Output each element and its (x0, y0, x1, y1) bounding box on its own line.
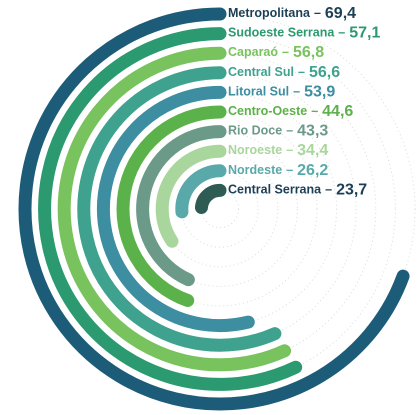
arc-bar (194, 183, 227, 214)
category-name: Centro-Oeste (228, 104, 307, 118)
category-name: Metropolitana (228, 6, 311, 20)
bar-label: Metropolitana –69,4 (228, 5, 356, 22)
value-label: 23,7 (336, 182, 367, 199)
separator: – (282, 45, 289, 59)
value-label: 56,6 (309, 64, 340, 81)
separator: – (286, 124, 293, 138)
arc-bar (18, 7, 410, 411)
guide-circle (181, 170, 259, 248)
value-label: 56,8 (293, 44, 324, 61)
separator: – (286, 143, 293, 157)
bar-label: Central Serrana –23,7 (228, 182, 367, 199)
separator: – (286, 163, 293, 177)
guide-circle (161, 150, 279, 268)
separator: – (298, 65, 305, 79)
category-name: Rio Doce (228, 124, 282, 138)
guide-circle (102, 91, 338, 327)
separator: – (311, 104, 318, 118)
category-name: Sudoeste Serrana (228, 26, 335, 40)
value-label: 53,9 (304, 84, 335, 101)
arc-bar (77, 66, 282, 352)
category-name: Central Sul (228, 65, 294, 79)
category-name: Central Serrana (228, 183, 322, 197)
category-name: Nordeste (228, 163, 282, 177)
separator: – (338, 26, 345, 40)
separator: – (314, 6, 321, 20)
arc-bar (155, 144, 227, 248)
bar-label: Nordeste –26,2 (228, 162, 328, 179)
value-label: 26,2 (297, 162, 328, 179)
value-label: 69,4 (325, 5, 356, 22)
value-label: 57,1 (349, 25, 380, 42)
category-name: Noroeste (228, 143, 282, 157)
bar-label: Central Sul –56,6 (228, 64, 340, 81)
separator: – (325, 183, 332, 197)
arc-bar (175, 164, 227, 219)
arc-bar (96, 85, 255, 333)
guide-circle (200, 189, 240, 229)
guide-circle (44, 33, 396, 385)
arc-bar (57, 46, 292, 372)
arc-bar (38, 27, 303, 391)
bar-label: Litoral Sul –53,9 (228, 84, 335, 101)
value-label: 44,6 (322, 103, 353, 120)
bar-label: Centro-Oeste –44,6 (228, 103, 353, 120)
bar-label: Rio Doce –43,3 (228, 123, 328, 140)
value-label: 43,3 (297, 123, 328, 140)
bar-label: Sudoeste Serrana –57,1 (228, 25, 380, 42)
separator: – (293, 85, 300, 99)
category-name: Caparaó (228, 45, 278, 59)
value-label: 34,4 (297, 142, 328, 159)
arc-bar (136, 125, 227, 287)
arc-bar (116, 105, 227, 307)
category-name: Litoral Sul (228, 85, 289, 99)
guide-circle (83, 72, 357, 346)
bar-label: Noroeste –34,4 (228, 142, 328, 159)
bar-label: Caparaó –56,8 (228, 44, 324, 61)
